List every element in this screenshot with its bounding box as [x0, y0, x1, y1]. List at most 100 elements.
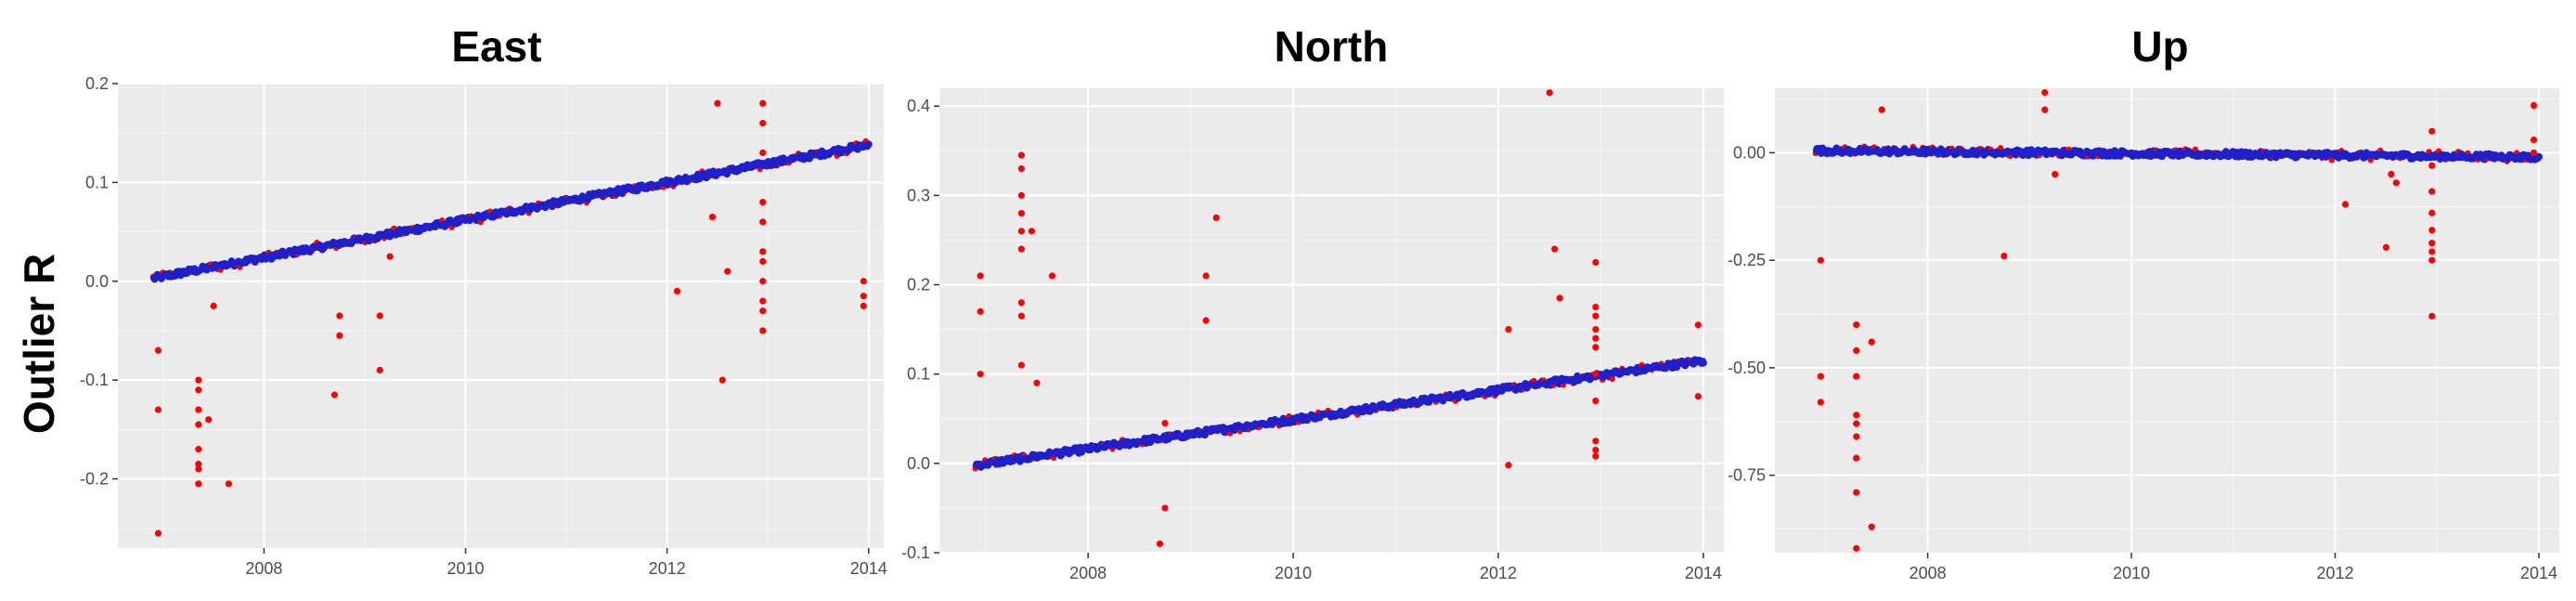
outlier-point	[2428, 248, 2436, 255]
outlier-point	[977, 272, 984, 280]
outlier-point	[860, 278, 867, 285]
outlier-point	[714, 99, 721, 107]
trend-line	[972, 358, 1706, 468]
outlier-point	[225, 480, 233, 488]
outlier-point	[759, 327, 767, 334]
outlier-point	[1017, 164, 1025, 173]
outlier-point	[2000, 252, 2008, 260]
y-tick-label: 0.00	[1733, 143, 1766, 162]
outlier-point	[2388, 170, 2395, 178]
outlier-point	[759, 307, 767, 315]
outlier-point	[1592, 452, 1599, 460]
outlier-point	[673, 287, 681, 295]
x-tick-label: 2008	[1069, 564, 1107, 582]
outlier-point	[2428, 227, 2436, 234]
outlier-point	[2428, 312, 2436, 320]
y-tick-label: -0.1	[901, 543, 930, 562]
outlier-point	[1028, 228, 1036, 235]
outlier-point	[1817, 256, 1824, 264]
outlier-point	[1202, 317, 1210, 324]
y-tick-label: -0.75	[1728, 466, 1766, 485]
outlier-point	[2041, 89, 2049, 97]
outlier-point	[154, 346, 162, 354]
outlier-point	[195, 446, 202, 453]
outlier-point	[1592, 334, 1599, 342]
outlier-point	[759, 248, 767, 255]
outlier-point	[195, 386, 202, 394]
x-tick-label: 2012	[2317, 564, 2354, 582]
outlier-point	[205, 416, 213, 424]
x-tick-label: 2014	[1685, 564, 1722, 582]
y-tick-label: 0.0	[85, 272, 109, 291]
outlier-point	[860, 302, 867, 309]
outlier-point	[195, 406, 202, 413]
outlier-point	[1592, 326, 1599, 333]
x-tick-label: 2008	[245, 559, 282, 578]
outlier-point	[1853, 454, 1860, 462]
plot-background	[939, 88, 1724, 553]
outlier-point	[195, 376, 202, 384]
outlier-point	[759, 149, 767, 157]
outlier-point	[1592, 344, 1599, 351]
outlier-point	[724, 268, 731, 275]
outlier-point	[1853, 321, 1860, 329]
outlier-point	[336, 332, 343, 339]
outlier-point	[1592, 312, 1599, 320]
outlier-point	[1017, 245, 1025, 253]
outlier-point	[376, 312, 383, 320]
outlier-point	[1033, 379, 1041, 386]
outlier-series	[977, 89, 1702, 547]
chart-panel-north: North -0.1 0.0 0.1 0.2 0.3 0.4 2008 2010 2012 2014	[901, 22, 1724, 582]
x-tick-label: 2010	[2113, 564, 2150, 582]
y-tick-label: -0.2	[80, 470, 109, 489]
outlier-point	[1592, 258, 1599, 267]
outlier-point	[1017, 191, 1025, 199]
outlier-point	[386, 253, 394, 260]
y-tick-label: 0.4	[907, 97, 930, 115]
outlier-point	[2530, 101, 2538, 110]
outlier-point	[1556, 294, 1563, 302]
outlier-point	[759, 297, 767, 305]
outlier-point	[759, 278, 767, 285]
outlier-point	[759, 199, 767, 206]
trend-line	[1812, 148, 2543, 161]
outlier-point	[1161, 419, 1169, 427]
outlier-point	[1156, 540, 1164, 547]
outlier-point	[2428, 127, 2436, 135]
fit-point-red	[2328, 157, 2335, 163]
x-tick-label: 2014	[2520, 564, 2557, 582]
y-tick-label: 0.3	[907, 186, 930, 204]
outlier-point	[330, 391, 338, 398]
fit-point-red	[1609, 375, 1616, 382]
outlier-point	[1505, 462, 1512, 469]
x-tick-label: 2010	[447, 559, 484, 578]
chart-title: East	[451, 22, 541, 71]
outlier-point	[210, 302, 217, 309]
y-tick-label: 0.2	[907, 276, 930, 294]
outlier-point	[1853, 420, 1860, 427]
y-tick-label: -0.1	[80, 371, 109, 389]
outlier-point	[2428, 188, 2436, 195]
outlier-point	[2428, 209, 2436, 216]
y-tick-label: 0.0	[907, 454, 930, 473]
outlier-point	[708, 214, 717, 221]
outlier-point	[1017, 361, 1025, 369]
outlier-point	[1817, 398, 1824, 406]
y-tick-label: 0.1	[907, 365, 930, 384]
outlier-point	[1017, 312, 1025, 320]
outlier-point	[195, 480, 202, 488]
outlier-point	[2052, 170, 2059, 178]
outlier-point	[718, 376, 726, 384]
outlier-point	[1868, 523, 1875, 530]
outlier-point	[1694, 321, 1702, 329]
outlier-point	[1853, 346, 1860, 355]
outlier-point	[1161, 504, 1169, 512]
outlier-point	[1853, 489, 1860, 496]
outlier-point	[2382, 243, 2390, 251]
outlier-point	[1592, 397, 1599, 405]
outlier-point	[1592, 303, 1599, 311]
outlier-point	[759, 218, 767, 226]
outlier-series	[1817, 89, 2538, 552]
chart-title: North	[1275, 22, 1389, 71]
fit-point-red	[2367, 156, 2374, 163]
